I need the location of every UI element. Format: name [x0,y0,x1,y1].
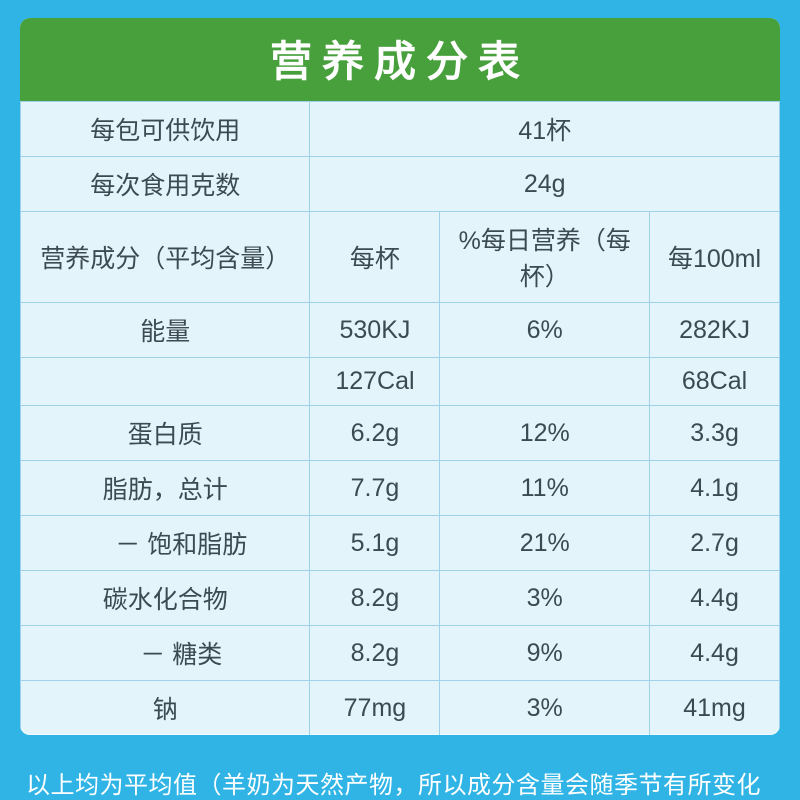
energy-cal-per-cup: 127Cal [310,358,440,406]
row-carbs: 碳水化合物 8.2g 3% 4.4g [21,571,780,626]
fat-total-label: 脂肪，总计 [21,461,310,516]
protein-pct: 12% [440,406,650,461]
fat-total-pct: 11% [440,461,650,516]
energy-cal-label [21,358,310,406]
energy-pct: 6% [440,303,650,358]
protein-per-cup: 6.2g [310,406,440,461]
carbs-per-cup: 8.2g [310,571,440,626]
row-sugars: － 糖类 8.2g 9% 4.4g [21,626,780,681]
header-per-cup: 每杯 [310,212,440,303]
header-daily-pct: %每日营养（每杯） [440,212,650,303]
footnote-text: 以上均为平均值（羊奶为天然产物，所以成分含量会随季节有所变化 [20,765,780,800]
servings-label: 每包可供饮用 [21,102,310,157]
carbs-pct: 3% [440,571,650,626]
row-energy-cal: 127Cal 68Cal [21,358,780,406]
row-servings: 每包可供饮用 41杯 [21,102,780,157]
serving-size-label: 每次食用克数 [21,157,310,212]
sodium-pct: 3% [440,681,650,736]
carbs-label: 碳水化合物 [21,571,310,626]
sugars-label: － 糖类 [21,626,310,681]
row-protein: 蛋白质 6.2g 12% 3.3g [21,406,780,461]
fat-total-per-100ml: 4.1g [650,461,780,516]
protein-per-100ml: 3.3g [650,406,780,461]
sat-fat-per-cup: 5.1g [310,516,440,571]
energy-cal-per-100ml: 68Cal [650,358,780,406]
fat-total-per-cup: 7.7g [310,461,440,516]
carbs-per-100ml: 4.4g [650,571,780,626]
sugars-per-100ml: 4.4g [650,626,780,681]
nutrition-table: 每包可供饮用 41杯 每次食用克数 24g 营养成分（平均含量） 每杯 %每日营… [20,101,780,735]
panel-title: 营养成分表 [20,18,780,101]
sugars-pct: 9% [440,626,650,681]
energy-label: 能量 [21,303,310,358]
sodium-per-cup: 77mg [310,681,440,736]
row-sodium: 钠 77mg 3% 41mg [21,681,780,736]
row-fat-total: 脂肪，总计 7.7g 11% 4.1g [21,461,780,516]
row-serving-size: 每次食用克数 24g [21,157,780,212]
serving-size-value: 24g [310,157,780,212]
energy-per-cup: 530KJ [310,303,440,358]
row-header: 营养成分（平均含量） 每杯 %每日营养（每杯） 每100ml [21,212,780,303]
header-per-100ml: 每100ml [650,212,780,303]
sugars-per-cup: 8.2g [310,626,440,681]
row-energy: 能量 530KJ 6% 282KJ [21,303,780,358]
nutrition-panel: 营养成分表 每包可供饮用 41杯 每次食用克数 24g 营养成分（平均含量） 每… [20,18,780,735]
header-label: 营养成分（平均含量） [21,212,310,303]
sat-fat-per-100ml: 2.7g [650,516,780,571]
sat-fat-pct: 21% [440,516,650,571]
protein-label: 蛋白质 [21,406,310,461]
sat-fat-label: － 饱和脂肪 [21,516,310,571]
energy-cal-pct [440,358,650,406]
energy-per-100ml: 282KJ [650,303,780,358]
sodium-per-100ml: 41mg [650,681,780,736]
servings-value: 41杯 [310,102,780,157]
row-sat-fat: － 饱和脂肪 5.1g 21% 2.7g [21,516,780,571]
sodium-label: 钠 [21,681,310,736]
